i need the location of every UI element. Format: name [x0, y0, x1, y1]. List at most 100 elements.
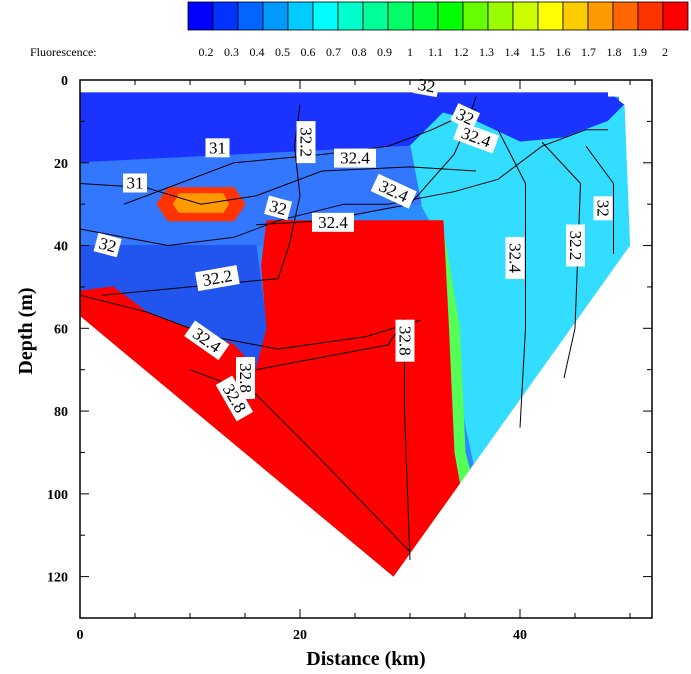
colorbar-tick-label: 0.7: [326, 45, 341, 59]
colorbar-tick-label: 1.9: [632, 45, 647, 59]
x-axis-title: Distance (km): [306, 648, 425, 670]
contour-line: [585, 145, 614, 254]
colorbar-tick-label: 1.8: [607, 45, 622, 59]
colorbar-tick-label: 1.2: [454, 45, 469, 59]
y-axis-ticks: 0 20 40 60 80 100 120: [47, 74, 652, 619]
contour-label: 32: [593, 196, 613, 221]
colorbar-tick-label: 1.4: [505, 45, 520, 59]
plot-frame: [79, 79, 653, 619]
colorbar-tick-label: 1.1: [428, 45, 443, 59]
colorbar-tick-label: 2: [662, 45, 668, 59]
x-tick-label: 20: [293, 628, 307, 643]
colorbar-tick-label: 0.8: [352, 45, 367, 59]
contour-label: 32.2: [195, 265, 240, 292]
colorbar-swatch: [287, 1, 314, 31]
colorbar-tick-label: 1.7: [581, 45, 596, 59]
contour-label-text: 32.4: [318, 213, 348, 232]
y-tick-label: 20: [54, 157, 68, 172]
contour-label-text: 32.2: [297, 127, 316, 157]
y-tick-label: 40: [54, 240, 68, 255]
contour-label-text: 32: [97, 234, 118, 257]
colorbar-swatch: [387, 1, 414, 31]
contour-label-text: 31: [127, 174, 144, 193]
contour-label-box: [395, 319, 415, 362]
colorbar-tick-label: 1: [407, 45, 413, 59]
contour-label-box: [264, 195, 293, 221]
colorbar-swatch: [437, 1, 464, 31]
y-axis-title: Depth (m): [15, 287, 37, 374]
fluorescence-field: [80, 92, 630, 577]
contour-label-box: [184, 320, 230, 361]
colorbar-swatch: [262, 1, 289, 31]
colorbar-swatch: [662, 1, 689, 31]
contour-label-text: 32: [267, 196, 288, 219]
field-region-chlorophyll-max: [80, 220, 466, 577]
contour-label: 32.2: [566, 224, 585, 267]
contour-label: 32: [93, 232, 122, 258]
colorbar-swatch: [612, 1, 639, 31]
colorbar-swatch: [462, 1, 489, 31]
contour-label-box: [312, 212, 354, 232]
colorbar-tick-label: 0.3: [224, 45, 239, 59]
contour-label-text: 32.2: [566, 231, 585, 261]
colorbar-tick-label: 1.5: [530, 45, 545, 59]
contour-label-box: [205, 138, 230, 158]
colorbar-tick-label: 1.6: [556, 45, 571, 59]
field-region-subsurface-patch-2: [173, 193, 229, 213]
contour-label: 32.4: [334, 148, 376, 168]
colorbar-tick-label: 0.4: [250, 45, 265, 59]
colorbar-swatch: [587, 1, 614, 31]
contour-label-text: 31: [209, 138, 226, 157]
contour-label-box: [236, 357, 255, 399]
colorbar-swatch: [337, 1, 364, 31]
colorbar-swatch: [487, 1, 514, 31]
contour-label-text: 32.8: [236, 363, 255, 393]
colorbar-tick-label: 0.2: [199, 45, 214, 59]
colorbar-swatch: [562, 1, 589, 31]
contour-label-box: [195, 265, 240, 292]
y-tick-label: 120: [47, 571, 68, 586]
contour-line: [255, 318, 411, 561]
contour-label-text: 32.8: [396, 326, 415, 356]
colorbar-swatch: [187, 1, 214, 31]
contour-label-text: 32.4: [506, 243, 525, 273]
contour-label-text: 32: [594, 200, 613, 217]
colorbar-swatch: [212, 1, 239, 31]
colorbar: Fluorescence: 0.2 0.3 0.4 0.5 0.6 0.7 0.8 0.9 1 1…: [30, 1, 689, 59]
contour-label: 31: [205, 138, 230, 158]
colorbar-swatch: [537, 1, 564, 31]
contour-label: 31: [123, 173, 147, 193]
contour-label-box: [593, 196, 613, 221]
y-tick-label: 60: [54, 322, 68, 337]
contour-label-text: 32.4: [340, 149, 370, 168]
contour-line: [497, 129, 526, 428]
contour-label-box: [296, 121, 316, 164]
contour-label-box: [370, 173, 417, 209]
contour-label-box: [566, 224, 585, 267]
colorbar-swatch: [237, 1, 264, 31]
contour-label: 32.8: [236, 357, 255, 399]
contour-label-box: [123, 173, 147, 193]
contour-line: [79, 129, 608, 247]
colorbar-title: Fluorescence:: [30, 45, 97, 59]
colorbar-tick-label: 0.9: [377, 45, 392, 59]
y-tick-label: 100: [47, 488, 68, 503]
colorbar-tick-label: 0.6: [301, 45, 316, 59]
colorbar-swatch: [512, 1, 539, 31]
colorbar-tick-label: 1.3: [479, 45, 494, 59]
x-axis-ticks: 0 20 40: [77, 80, 631, 643]
y-tick-label: 80: [54, 405, 68, 420]
x-tick-label: 40: [513, 628, 527, 643]
contour-label-box: [453, 121, 500, 154]
colorbar-swatch: [312, 1, 339, 31]
contour-label: 32.4: [505, 237, 525, 279]
contour-label-box: [450, 103, 481, 131]
contour-label-box: [93, 232, 122, 258]
contour-label: 32.4: [453, 121, 500, 154]
colorbar-swatch: [637, 1, 664, 31]
contour-label: 32.2: [296, 121, 316, 164]
contour-line: [123, 108, 477, 205]
